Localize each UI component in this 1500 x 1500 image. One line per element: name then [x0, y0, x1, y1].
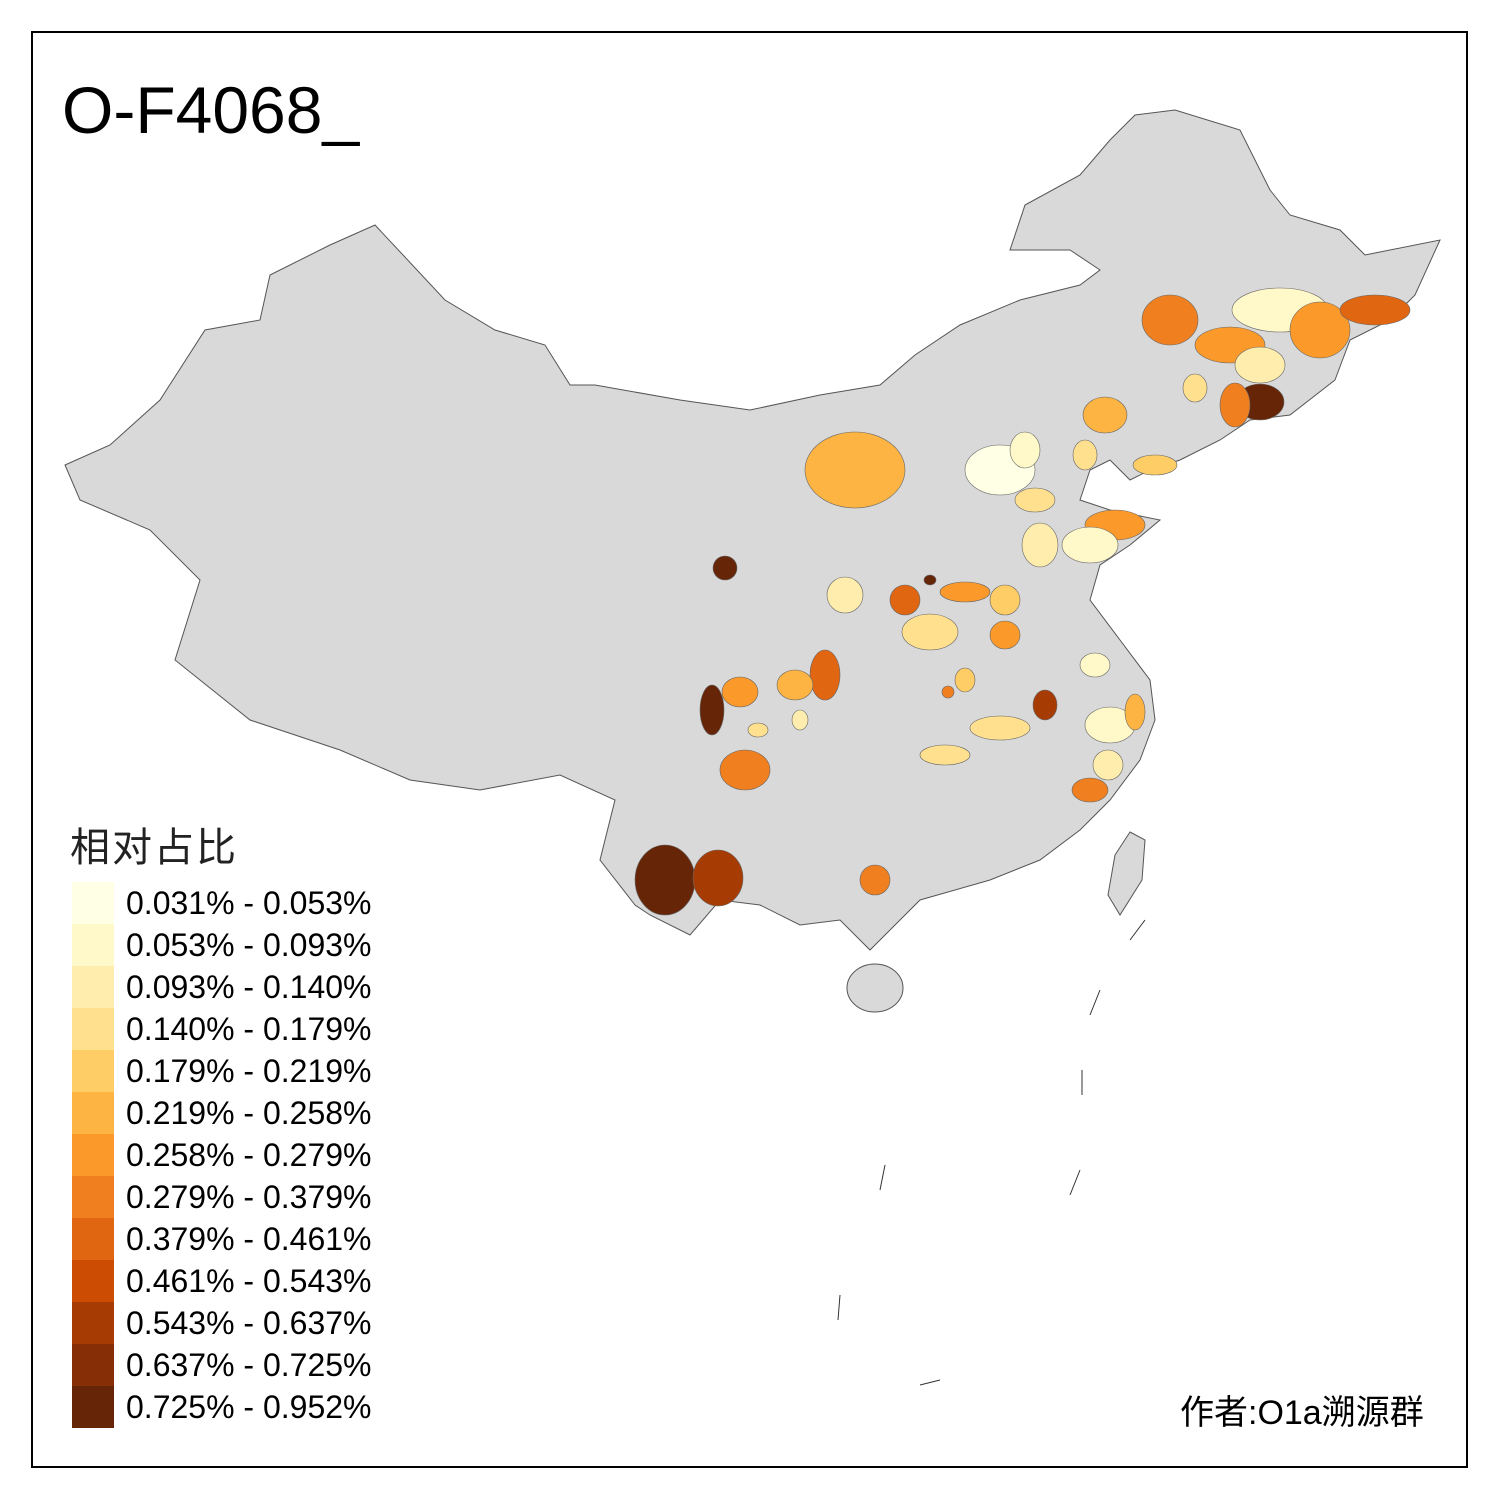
legend-label: 0.093% - 0.140% — [126, 968, 372, 1005]
south-china-sea-dashes — [837, 919, 1146, 1386]
city-region — [1014, 487, 1056, 513]
city-region — [989, 620, 1021, 650]
legend-label: 0.179% - 0.219% — [126, 1052, 372, 1089]
map-frame — [31, 31, 1468, 1468]
legend-swatch — [72, 1386, 114, 1428]
legend-label: 0.379% - 0.461% — [126, 1220, 372, 1257]
legend-swatch — [72, 966, 114, 1008]
city-region — [719, 749, 771, 791]
legend-label: 0.219% - 0.258% — [126, 1094, 372, 1131]
legend-item: 0.725% - 0.952% — [72, 1386, 372, 1428]
legend-swatch — [72, 1008, 114, 1050]
legend-swatch — [72, 1344, 114, 1386]
legend-swatch — [72, 1260, 114, 1302]
city-region — [1219, 382, 1251, 428]
city-region — [1234, 346, 1286, 384]
city-region — [1182, 373, 1208, 403]
city-region — [1021, 522, 1059, 568]
city-region — [1092, 749, 1124, 781]
legend-item: 0.140% - 0.179% — [72, 1008, 372, 1050]
legend-item: 0.258% - 0.279% — [72, 1134, 372, 1176]
legend-item: 0.637% - 0.725% — [72, 1344, 372, 1386]
legend-item: 0.179% - 0.219% — [72, 1050, 372, 1092]
legend-swatch — [72, 1176, 114, 1218]
city-region — [941, 685, 955, 699]
city-region — [901, 613, 959, 651]
legend-item: 0.379% - 0.461% — [72, 1218, 372, 1260]
legend-label: 0.543% - 0.637% — [126, 1304, 372, 1341]
taiwan-island — [1107, 831, 1146, 916]
author-credit: 作者:O1a溯源群 — [1180, 1394, 1424, 1432]
city-region — [923, 574, 937, 586]
legend-item: 0.219% - 0.258% — [72, 1092, 372, 1134]
legend-label: 0.140% - 0.179% — [126, 1010, 372, 1047]
legend-label: 0.279% - 0.379% — [126, 1178, 372, 1215]
legend-item: 0.461% - 0.543% — [72, 1260, 372, 1302]
legend-swatch — [72, 882, 114, 924]
city-region — [791, 709, 809, 731]
city-region — [1082, 396, 1128, 434]
city-region — [1124, 693, 1146, 731]
city-region — [1032, 689, 1058, 721]
city-region — [692, 849, 744, 907]
city-region — [1009, 431, 1041, 469]
city-region — [699, 684, 725, 736]
china-mainland — [64, 109, 1441, 951]
legend: 0.031% - 0.053% 0.053% - 0.093% 0.093% - 0… — [72, 882, 372, 1428]
city-region — [809, 649, 841, 701]
legend-label: 0.258% - 0.279% — [126, 1136, 372, 1173]
legend-label: 0.725% - 0.952% — [126, 1388, 372, 1425]
legend-swatch — [72, 1302, 114, 1344]
legend-item: 0.031% - 0.053% — [72, 882, 372, 924]
city-region — [1061, 526, 1119, 564]
city-region — [826, 576, 864, 614]
legend-item: 0.279% - 0.379% — [72, 1176, 372, 1218]
city-region — [1141, 294, 1199, 346]
legend-item: 0.053% - 0.093% — [72, 924, 372, 966]
legend-swatch — [72, 1092, 114, 1134]
legend-item: 0.093% - 0.140% — [72, 966, 372, 1008]
city-region — [1072, 439, 1098, 471]
legend-title: 相对占比 — [70, 826, 238, 870]
legend-label: 0.031% - 0.053% — [126, 884, 372, 921]
city-region — [804, 431, 906, 509]
legend-swatch — [72, 1134, 114, 1176]
legend-label: 0.053% - 0.093% — [126, 926, 372, 963]
city-region — [1071, 777, 1109, 803]
legend-label: 0.637% - 0.725% — [126, 1346, 372, 1383]
map-title: O-F4068_ — [62, 73, 360, 147]
city-region — [776, 669, 814, 701]
city-region — [1079, 652, 1111, 678]
city-region — [1289, 301, 1351, 359]
city-region — [634, 844, 696, 916]
city-region — [712, 555, 738, 581]
city-region — [889, 584, 921, 616]
city-region — [954, 667, 976, 693]
city-region — [939, 581, 991, 603]
city-region — [1339, 294, 1411, 326]
city-region — [747, 722, 769, 738]
city-region — [969, 715, 1031, 741]
legend-label: 0.461% - 0.543% — [126, 1262, 372, 1299]
city-region — [919, 744, 971, 766]
city-region — [721, 676, 759, 708]
legend-item: 0.543% - 0.637% — [72, 1302, 372, 1344]
legend-swatch — [72, 1218, 114, 1260]
city-region — [859, 864, 891, 896]
city-region — [989, 584, 1021, 616]
legend-swatch — [72, 924, 114, 966]
hainan-island — [846, 963, 904, 1013]
city-region — [1132, 454, 1178, 476]
legend-swatch — [72, 1050, 114, 1092]
map-regions — [634, 287, 1411, 916]
